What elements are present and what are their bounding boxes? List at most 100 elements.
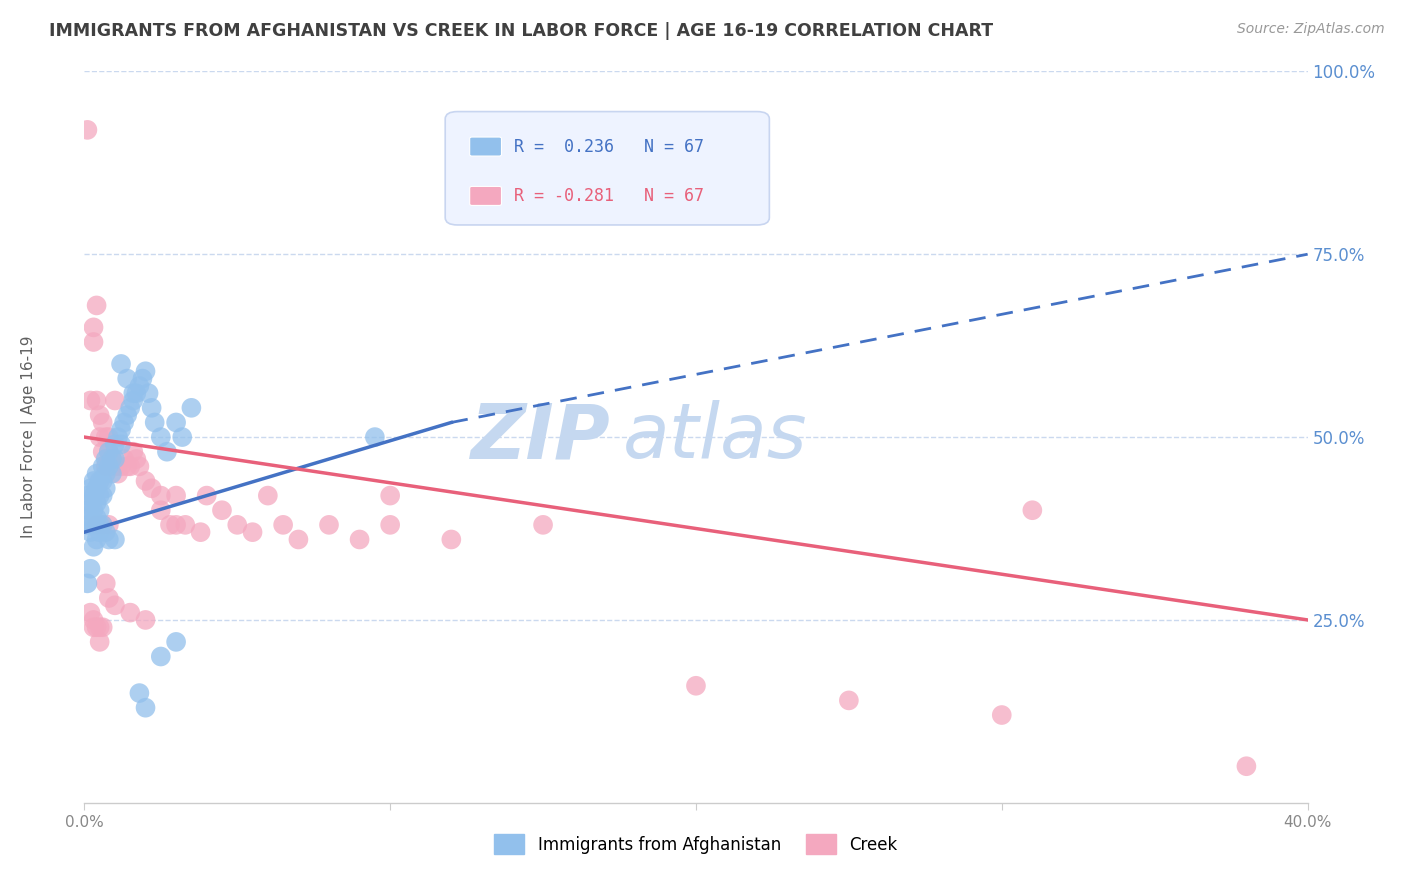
Point <box>107 467 129 481</box>
Point <box>112 416 135 430</box>
Point <box>115 408 138 422</box>
Point <box>271 517 294 532</box>
Point <box>120 459 142 474</box>
Point <box>838 693 860 707</box>
Point <box>115 459 138 474</box>
Point <box>101 452 124 467</box>
Point <box>172 430 194 444</box>
Point <box>122 386 145 401</box>
Point <box>180 401 202 415</box>
Point <box>97 533 120 547</box>
Text: atlas: atlas <box>623 401 807 474</box>
Point <box>135 474 157 488</box>
Point <box>104 459 127 474</box>
Point <box>97 517 120 532</box>
Text: ZIP: ZIP <box>471 401 610 474</box>
Point <box>94 467 117 481</box>
Point <box>83 613 105 627</box>
Point <box>143 416 166 430</box>
Point <box>380 517 402 532</box>
Point <box>364 430 387 444</box>
Point <box>79 510 101 524</box>
Point <box>257 489 280 503</box>
Point <box>91 474 114 488</box>
Point <box>94 452 117 467</box>
Point <box>104 437 127 451</box>
Point <box>125 452 148 467</box>
Point <box>89 489 111 503</box>
Text: R = -0.281   N = 67: R = -0.281 N = 67 <box>513 187 704 205</box>
Point <box>104 452 127 467</box>
Point <box>165 489 187 503</box>
Point <box>101 467 124 481</box>
Point <box>83 334 105 349</box>
Point <box>97 444 120 458</box>
Point <box>107 430 129 444</box>
Point <box>138 386 160 401</box>
Point <box>89 525 111 540</box>
Point <box>86 533 108 547</box>
Point <box>349 533 371 547</box>
Point <box>83 503 105 517</box>
Point <box>91 416 114 430</box>
Point <box>91 517 114 532</box>
Point <box>531 517 554 532</box>
Point <box>122 444 145 458</box>
FancyBboxPatch shape <box>470 186 502 205</box>
Point <box>97 430 120 444</box>
Point <box>79 562 101 576</box>
FancyBboxPatch shape <box>446 112 769 225</box>
Point <box>226 517 249 532</box>
Point <box>94 576 117 591</box>
Point <box>79 525 101 540</box>
Point <box>211 503 233 517</box>
Point <box>101 452 124 467</box>
Point <box>76 489 98 503</box>
Text: IMMIGRANTS FROM AFGHANISTAN VS CREEK IN LABOR FORCE | AGE 16-19 CORRELATION CHAR: IMMIGRANTS FROM AFGHANISTAN VS CREEK IN … <box>49 22 993 40</box>
Point <box>287 533 309 547</box>
Point <box>195 489 218 503</box>
Point <box>120 401 142 415</box>
Point <box>149 430 172 444</box>
Point <box>97 459 120 474</box>
Point <box>1021 503 1043 517</box>
Point <box>165 517 187 532</box>
Point <box>104 533 127 547</box>
Point <box>89 408 111 422</box>
Point <box>135 700 157 714</box>
Text: In Labor Force | Age 16-19: In Labor Force | Age 16-19 <box>21 335 38 539</box>
Point <box>91 444 114 458</box>
Point <box>76 123 98 137</box>
Point <box>440 533 463 547</box>
Point <box>86 496 108 510</box>
Point <box>86 298 108 312</box>
Point <box>125 386 148 401</box>
Point <box>149 503 172 517</box>
Point <box>79 496 101 510</box>
Point <box>83 320 105 334</box>
Point <box>91 489 114 503</box>
Point <box>76 576 98 591</box>
Point <box>89 503 111 517</box>
Point <box>135 364 157 378</box>
Point <box>156 444 179 458</box>
Point <box>91 517 114 532</box>
Point <box>141 401 163 415</box>
Point <box>165 635 187 649</box>
Point <box>115 371 138 385</box>
Point <box>94 525 117 540</box>
Point <box>128 379 150 393</box>
Point <box>128 686 150 700</box>
Point <box>86 393 108 408</box>
Point <box>110 437 132 451</box>
Point <box>380 489 402 503</box>
Point <box>242 525 264 540</box>
Point <box>110 459 132 474</box>
Point <box>91 459 114 474</box>
Point <box>174 517 197 532</box>
Point <box>110 423 132 437</box>
Point <box>83 620 105 634</box>
Point <box>135 613 157 627</box>
Point <box>94 481 117 495</box>
Point <box>128 459 150 474</box>
